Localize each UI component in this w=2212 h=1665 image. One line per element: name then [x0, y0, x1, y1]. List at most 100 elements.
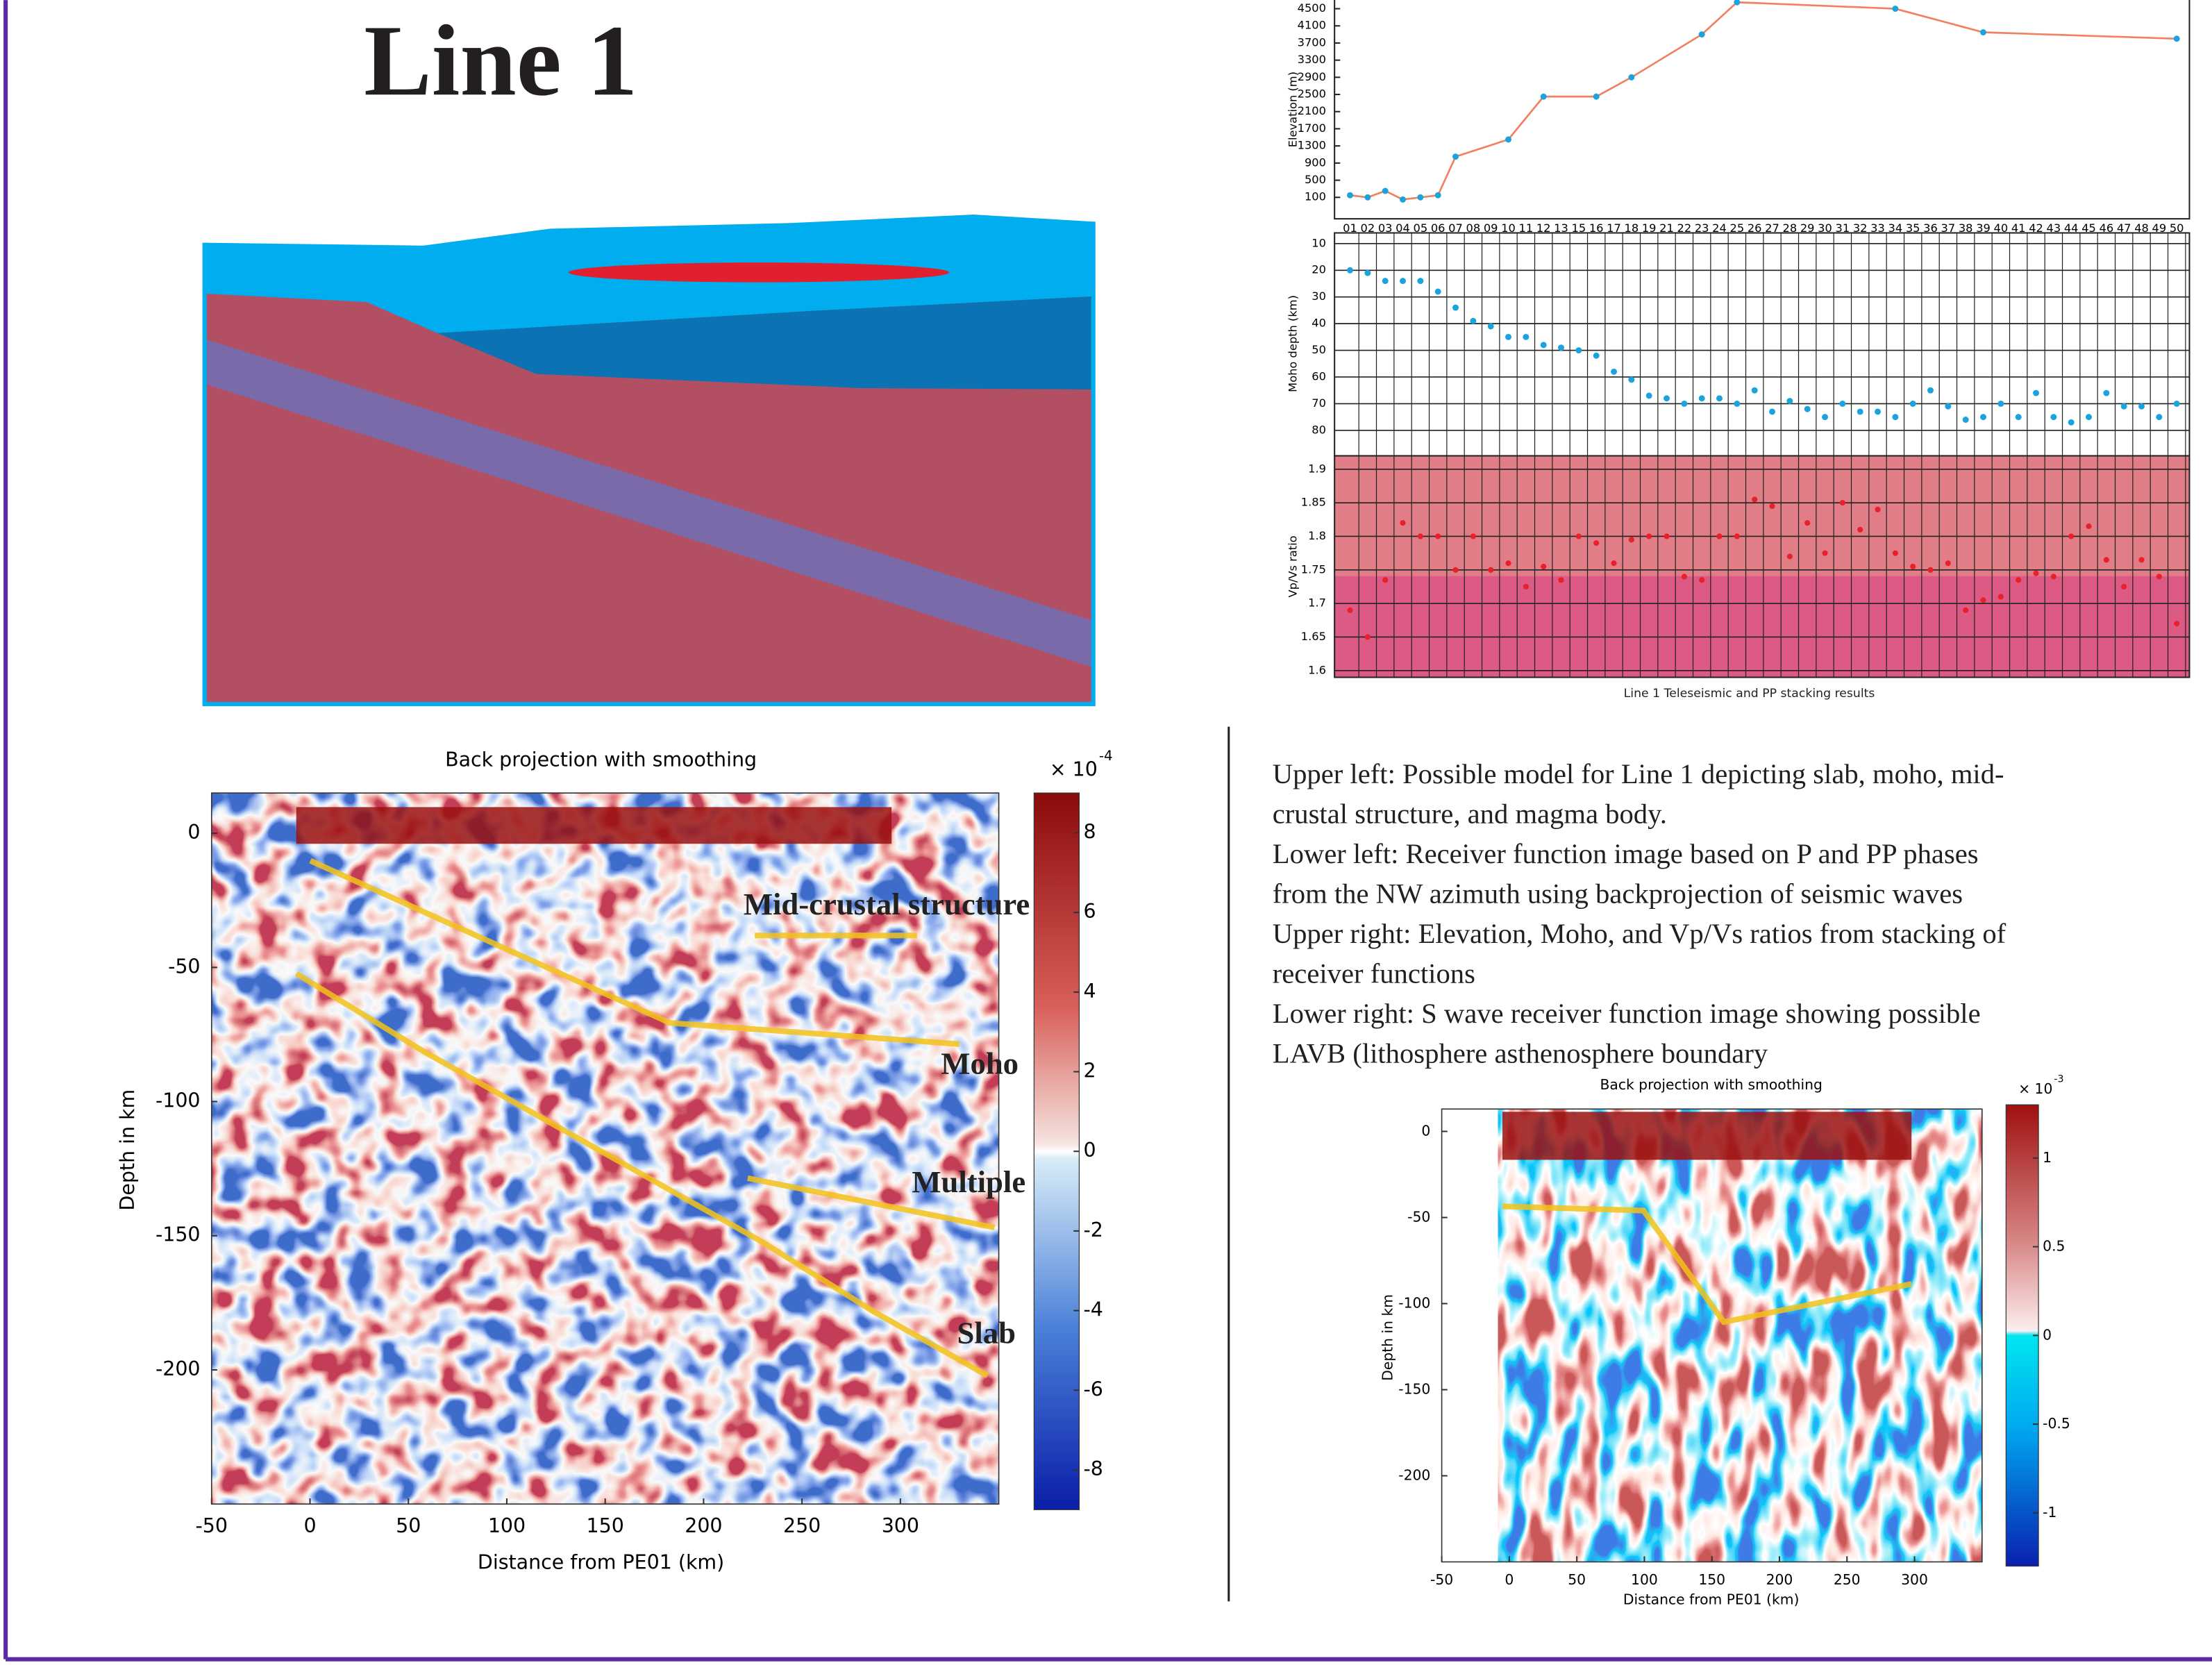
- vpvs-point: [1364, 634, 1371, 640]
- moho-point: [1962, 417, 1969, 423]
- elevation-point: [1980, 29, 1987, 35]
- moho-point: [1945, 403, 1952, 410]
- elevation-point: [1734, 0, 1741, 6]
- vpvs-point: [1628, 537, 1634, 543]
- station-label: 16: [1589, 221, 1604, 235]
- moho-point: [1857, 408, 1863, 415]
- colorbar-tick-label: -0.5: [2043, 1415, 2070, 1432]
- vpvs-point: [1470, 533, 1476, 539]
- station-label: 22: [1677, 221, 1692, 235]
- vpvs-point: [2068, 533, 2075, 539]
- moho-point: [1839, 400, 1846, 407]
- vpvs-point: [2033, 570, 2039, 576]
- caption: Upper left: Possible model for Line 1 de…: [1273, 758, 2006, 1069]
- station-label: 45: [2081, 221, 2096, 235]
- station-label: 03: [1378, 221, 1393, 235]
- elevation-point: [1698, 31, 1705, 38]
- station-label: 49: [2152, 221, 2167, 235]
- station-label: 34: [1888, 221, 1903, 235]
- y-tick-label: 1300: [1298, 139, 1326, 152]
- vpvs-point: [2138, 557, 2145, 563]
- colorbar-tick-label: 0: [2043, 1326, 2052, 1343]
- x-tick-label: 0: [1505, 1571, 1514, 1588]
- x-tick-label: 100: [488, 1514, 526, 1537]
- colorbar-tick-label: 8: [1083, 820, 1096, 843]
- station-label: 02: [1361, 221, 1375, 235]
- x-axis-label: Distance from PE01 (km): [1623, 1591, 1800, 1607]
- vpvs-point: [1488, 567, 1494, 573]
- vpvs-point: [1435, 533, 1441, 539]
- x-tick-label: 250: [1834, 1571, 1861, 1588]
- y-axis-label: Depth in km: [116, 1089, 139, 1211]
- station-label: 23: [1695, 221, 1709, 235]
- y-tick-label: 1.6: [1308, 663, 1326, 676]
- station-label: 18: [1625, 221, 1639, 235]
- elevation-point: [1505, 136, 1511, 143]
- station-label: 26: [1748, 221, 1762, 235]
- caption-line: crustal structure, and magma body.: [1273, 798, 1667, 829]
- annotation: Moho: [941, 1046, 1019, 1080]
- panel-title: Back projection with smoothing: [445, 748, 757, 771]
- vpvs-point: [1910, 563, 1916, 570]
- y-tick-label: 30: [1312, 290, 1326, 303]
- caption-line: Upper right: Elevation, Moho, and Vp/Vs …: [1273, 918, 2006, 949]
- x-tick-label: 300: [882, 1514, 919, 1537]
- station-label: 28: [1783, 221, 1798, 235]
- vpvs-point: [1945, 560, 1951, 567]
- moho-point: [1664, 395, 1670, 402]
- y-tick-label: 2900: [1298, 70, 1326, 83]
- x-tick-label: 50: [1568, 1571, 1586, 1588]
- vpvs-point: [2016, 577, 2022, 583]
- colorbar-tick-label: 0: [1083, 1139, 1096, 1162]
- elevation-point: [1364, 194, 1371, 201]
- vpvs-point: [2121, 583, 2127, 590]
- y-tick-label: 80: [1312, 423, 1326, 436]
- x-tick-label: -50: [1430, 1571, 1453, 1588]
- mid-crust: [437, 296, 1094, 390]
- y-tick-label: 100: [1305, 190, 1326, 203]
- station-label: 08: [1466, 221, 1481, 235]
- moho-point: [2120, 403, 2127, 410]
- moho-point: [1716, 395, 1723, 402]
- elevation-point: [1452, 153, 1459, 160]
- station-label: 06: [1431, 221, 1446, 235]
- x-axis-label: Distance from PE01 (km): [478, 1551, 724, 1574]
- moho-point: [2033, 390, 2040, 396]
- moho-point: [1892, 414, 1899, 421]
- vpvs-point: [1927, 567, 1934, 573]
- moho-point: [1470, 317, 1477, 324]
- y-tick-label: 40: [1312, 317, 1326, 330]
- colorbar-tick-label: -1: [2043, 1504, 2056, 1521]
- moho-point: [1980, 414, 1987, 421]
- moho-point: [1804, 405, 1811, 412]
- vpvs-point: [2156, 574, 2162, 580]
- y-tick-label: 10: [1312, 236, 1326, 249]
- station-label: 31: [1836, 221, 1850, 235]
- station-label: 17: [1607, 221, 1621, 235]
- moho-point: [1593, 352, 1600, 359]
- caption-line: LAVB (lithosphere asthenosphere boundary: [1273, 1037, 1768, 1069]
- moho-point: [1558, 344, 1564, 351]
- diagram-border: [202, 221, 1096, 707]
- station-label: 05: [1414, 221, 1428, 235]
- moho-point: [1734, 400, 1741, 407]
- x-tick-label: 200: [1766, 1571, 1793, 1588]
- moho-point: [1822, 414, 1828, 421]
- caption-line: receiver functions: [1273, 957, 1475, 989]
- station-label: 19: [1642, 221, 1657, 235]
- vpvs-point: [1892, 550, 1898, 556]
- moho-point: [1347, 267, 1353, 274]
- moho-point: [1523, 333, 1530, 340]
- moho-point: [1382, 278, 1389, 285]
- vpvs-point: [1452, 567, 1459, 573]
- station-label: 42: [2029, 221, 2043, 235]
- x-tick-label: 300: [1901, 1571, 1928, 1588]
- station-label: 10: [1501, 221, 1516, 235]
- moho-point: [2068, 419, 2075, 426]
- elevation-point: [1434, 192, 1441, 199]
- vpvs-point: [1575, 533, 1582, 539]
- vpvs-point: [1382, 577, 1389, 583]
- y-axis-label: Moho depth (km): [1287, 295, 1300, 392]
- station-label: 35: [1906, 221, 1920, 235]
- y-tick-label: 500: [1305, 173, 1326, 186]
